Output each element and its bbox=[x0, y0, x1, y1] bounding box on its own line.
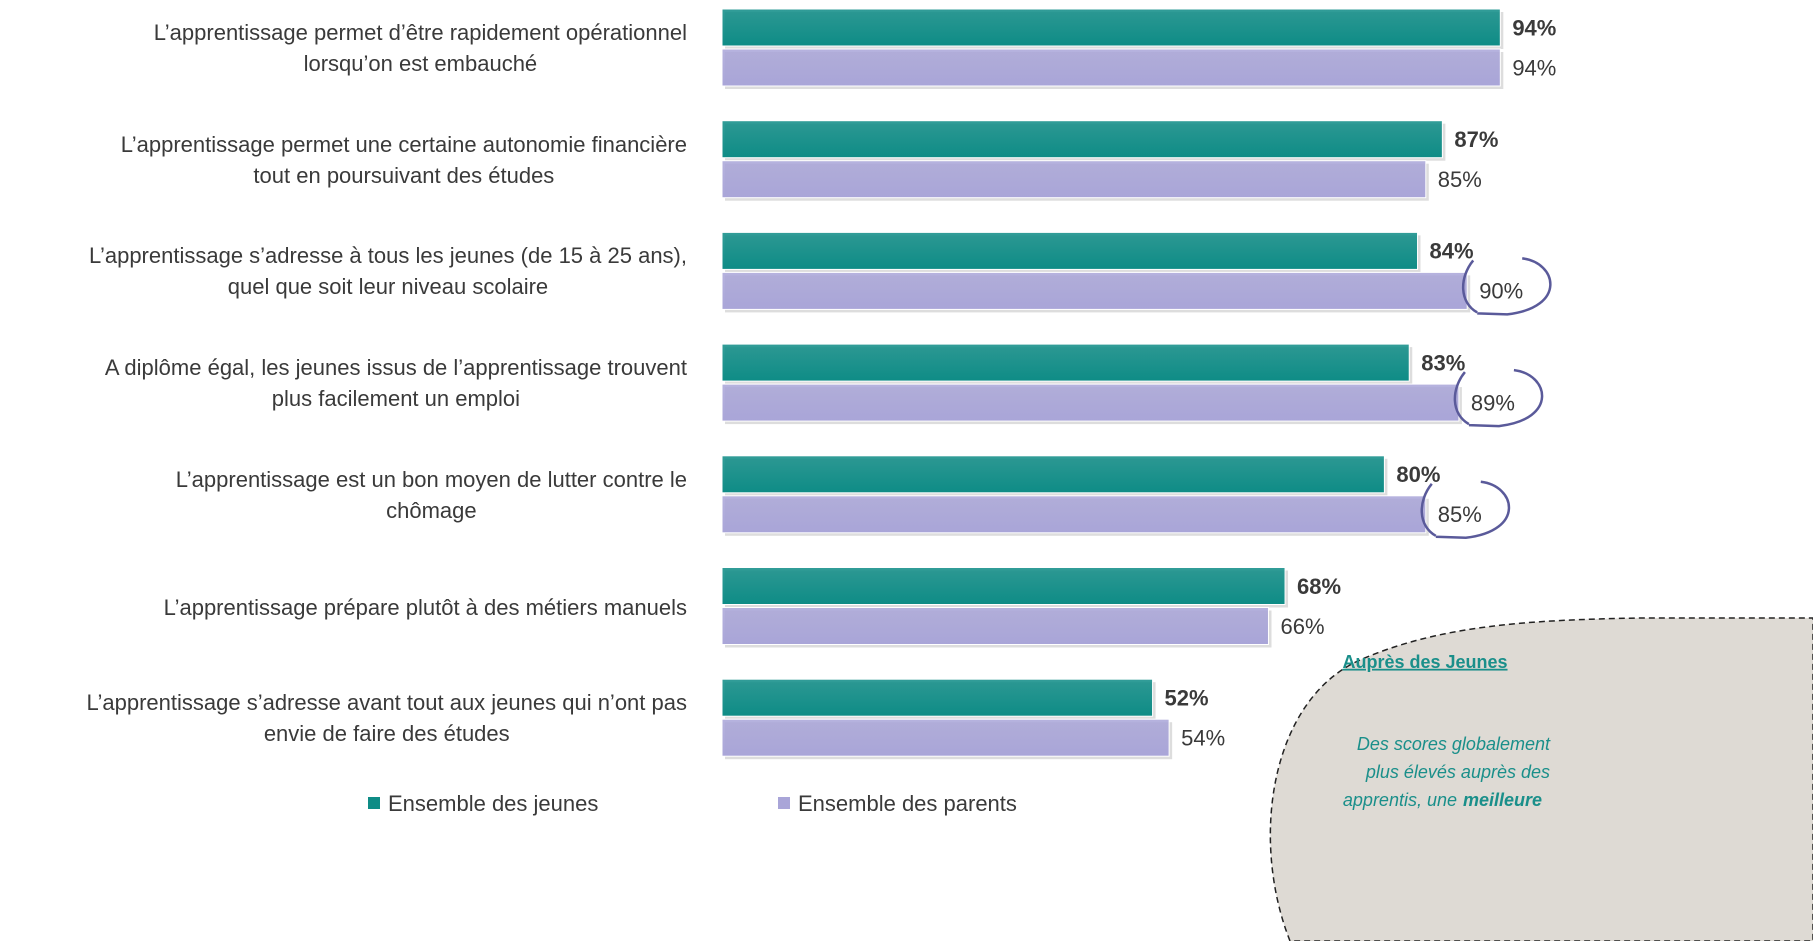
bar bbox=[721, 495, 1427, 534]
value-label: 83% bbox=[1421, 350, 1465, 375]
value-label: 52% bbox=[1165, 686, 1209, 711]
value-label: 80% bbox=[1396, 462, 1440, 487]
category-label: L’apprentissage prépare plutôt à des mét… bbox=[0, 592, 687, 623]
annotation-line: apprentis, une bbox=[1343, 790, 1457, 810]
bar bbox=[721, 607, 1269, 645]
bar bbox=[721, 343, 1410, 382]
value-label: 94% bbox=[1512, 55, 1556, 80]
annotation-line: meilleure bbox=[1463, 790, 1542, 810]
annotation-title: Auprès des Jeunes bbox=[1342, 652, 1507, 672]
category-text: L’apprentissage s’adresse à tous les jeu… bbox=[88, 243, 687, 300]
category-label: L’apprentissage permet une certaine auto… bbox=[0, 129, 687, 191]
value-label: 85% bbox=[1438, 502, 1482, 527]
category-text: L’apprentissage est un bon moyen de lutt… bbox=[175, 466, 687, 523]
annotation-line: plus élevés auprès des bbox=[1365, 762, 1550, 782]
bar bbox=[721, 8, 1501, 47]
annotation-line: Des scores globalement bbox=[1357, 734, 1551, 754]
legend-swatch bbox=[368, 797, 380, 809]
value-label: 94% bbox=[1512, 15, 1556, 40]
bar bbox=[721, 120, 1443, 159]
highlight-circle bbox=[1461, 257, 1552, 316]
category-label: L’apprentissage permet d’être rapidement… bbox=[0, 17, 687, 79]
bar bbox=[721, 383, 1460, 422]
bar bbox=[721, 567, 1286, 605]
value-label: 85% bbox=[1438, 167, 1482, 192]
category-text: L’apprentissage s’adresse avant tout aux… bbox=[86, 690, 687, 747]
bar bbox=[721, 231, 1419, 270]
category-label: L’apprentissage s’adresse avant tout aux… bbox=[0, 687, 687, 749]
category-label: L’apprentissage s’adresse à tous les jeu… bbox=[0, 240, 687, 302]
value-label: 84% bbox=[1430, 239, 1474, 264]
value-label: 87% bbox=[1454, 127, 1498, 152]
bar bbox=[721, 160, 1427, 199]
legend-swatch bbox=[778, 797, 790, 809]
highlight-circle bbox=[1420, 480, 1511, 540]
category-text: L’apprentissage permet une certaine auto… bbox=[120, 131, 687, 188]
value-label: 89% bbox=[1471, 390, 1515, 415]
category-label: L’apprentissage est un bon moyen de lutt… bbox=[0, 464, 687, 526]
bar bbox=[721, 48, 1501, 87]
value-label: 68% bbox=[1297, 574, 1341, 599]
category-text: L’apprentissage prépare plutôt à des mét… bbox=[163, 594, 687, 620]
category-text: A diplôme égal, les jeunes issus de l’ap… bbox=[104, 355, 687, 412]
bar bbox=[721, 271, 1468, 310]
bar bbox=[721, 718, 1170, 757]
category-text: L’apprentissage permet d’être rapidement… bbox=[153, 20, 687, 76]
callout-bubble bbox=[1269, 617, 1813, 941]
legend-label: Ensemble des parents bbox=[798, 791, 1017, 816]
value-label: 90% bbox=[1479, 279, 1523, 304]
highlight-circle bbox=[1453, 368, 1544, 428]
value-label: 54% bbox=[1181, 726, 1225, 751]
legend-label: Ensemble des jeunes bbox=[388, 791, 598, 816]
bar bbox=[721, 678, 1154, 717]
value-label: 66% bbox=[1280, 614, 1324, 639]
bar bbox=[721, 455, 1385, 494]
category-label: A diplôme égal, les jeunes issus de l’ap… bbox=[0, 352, 687, 414]
